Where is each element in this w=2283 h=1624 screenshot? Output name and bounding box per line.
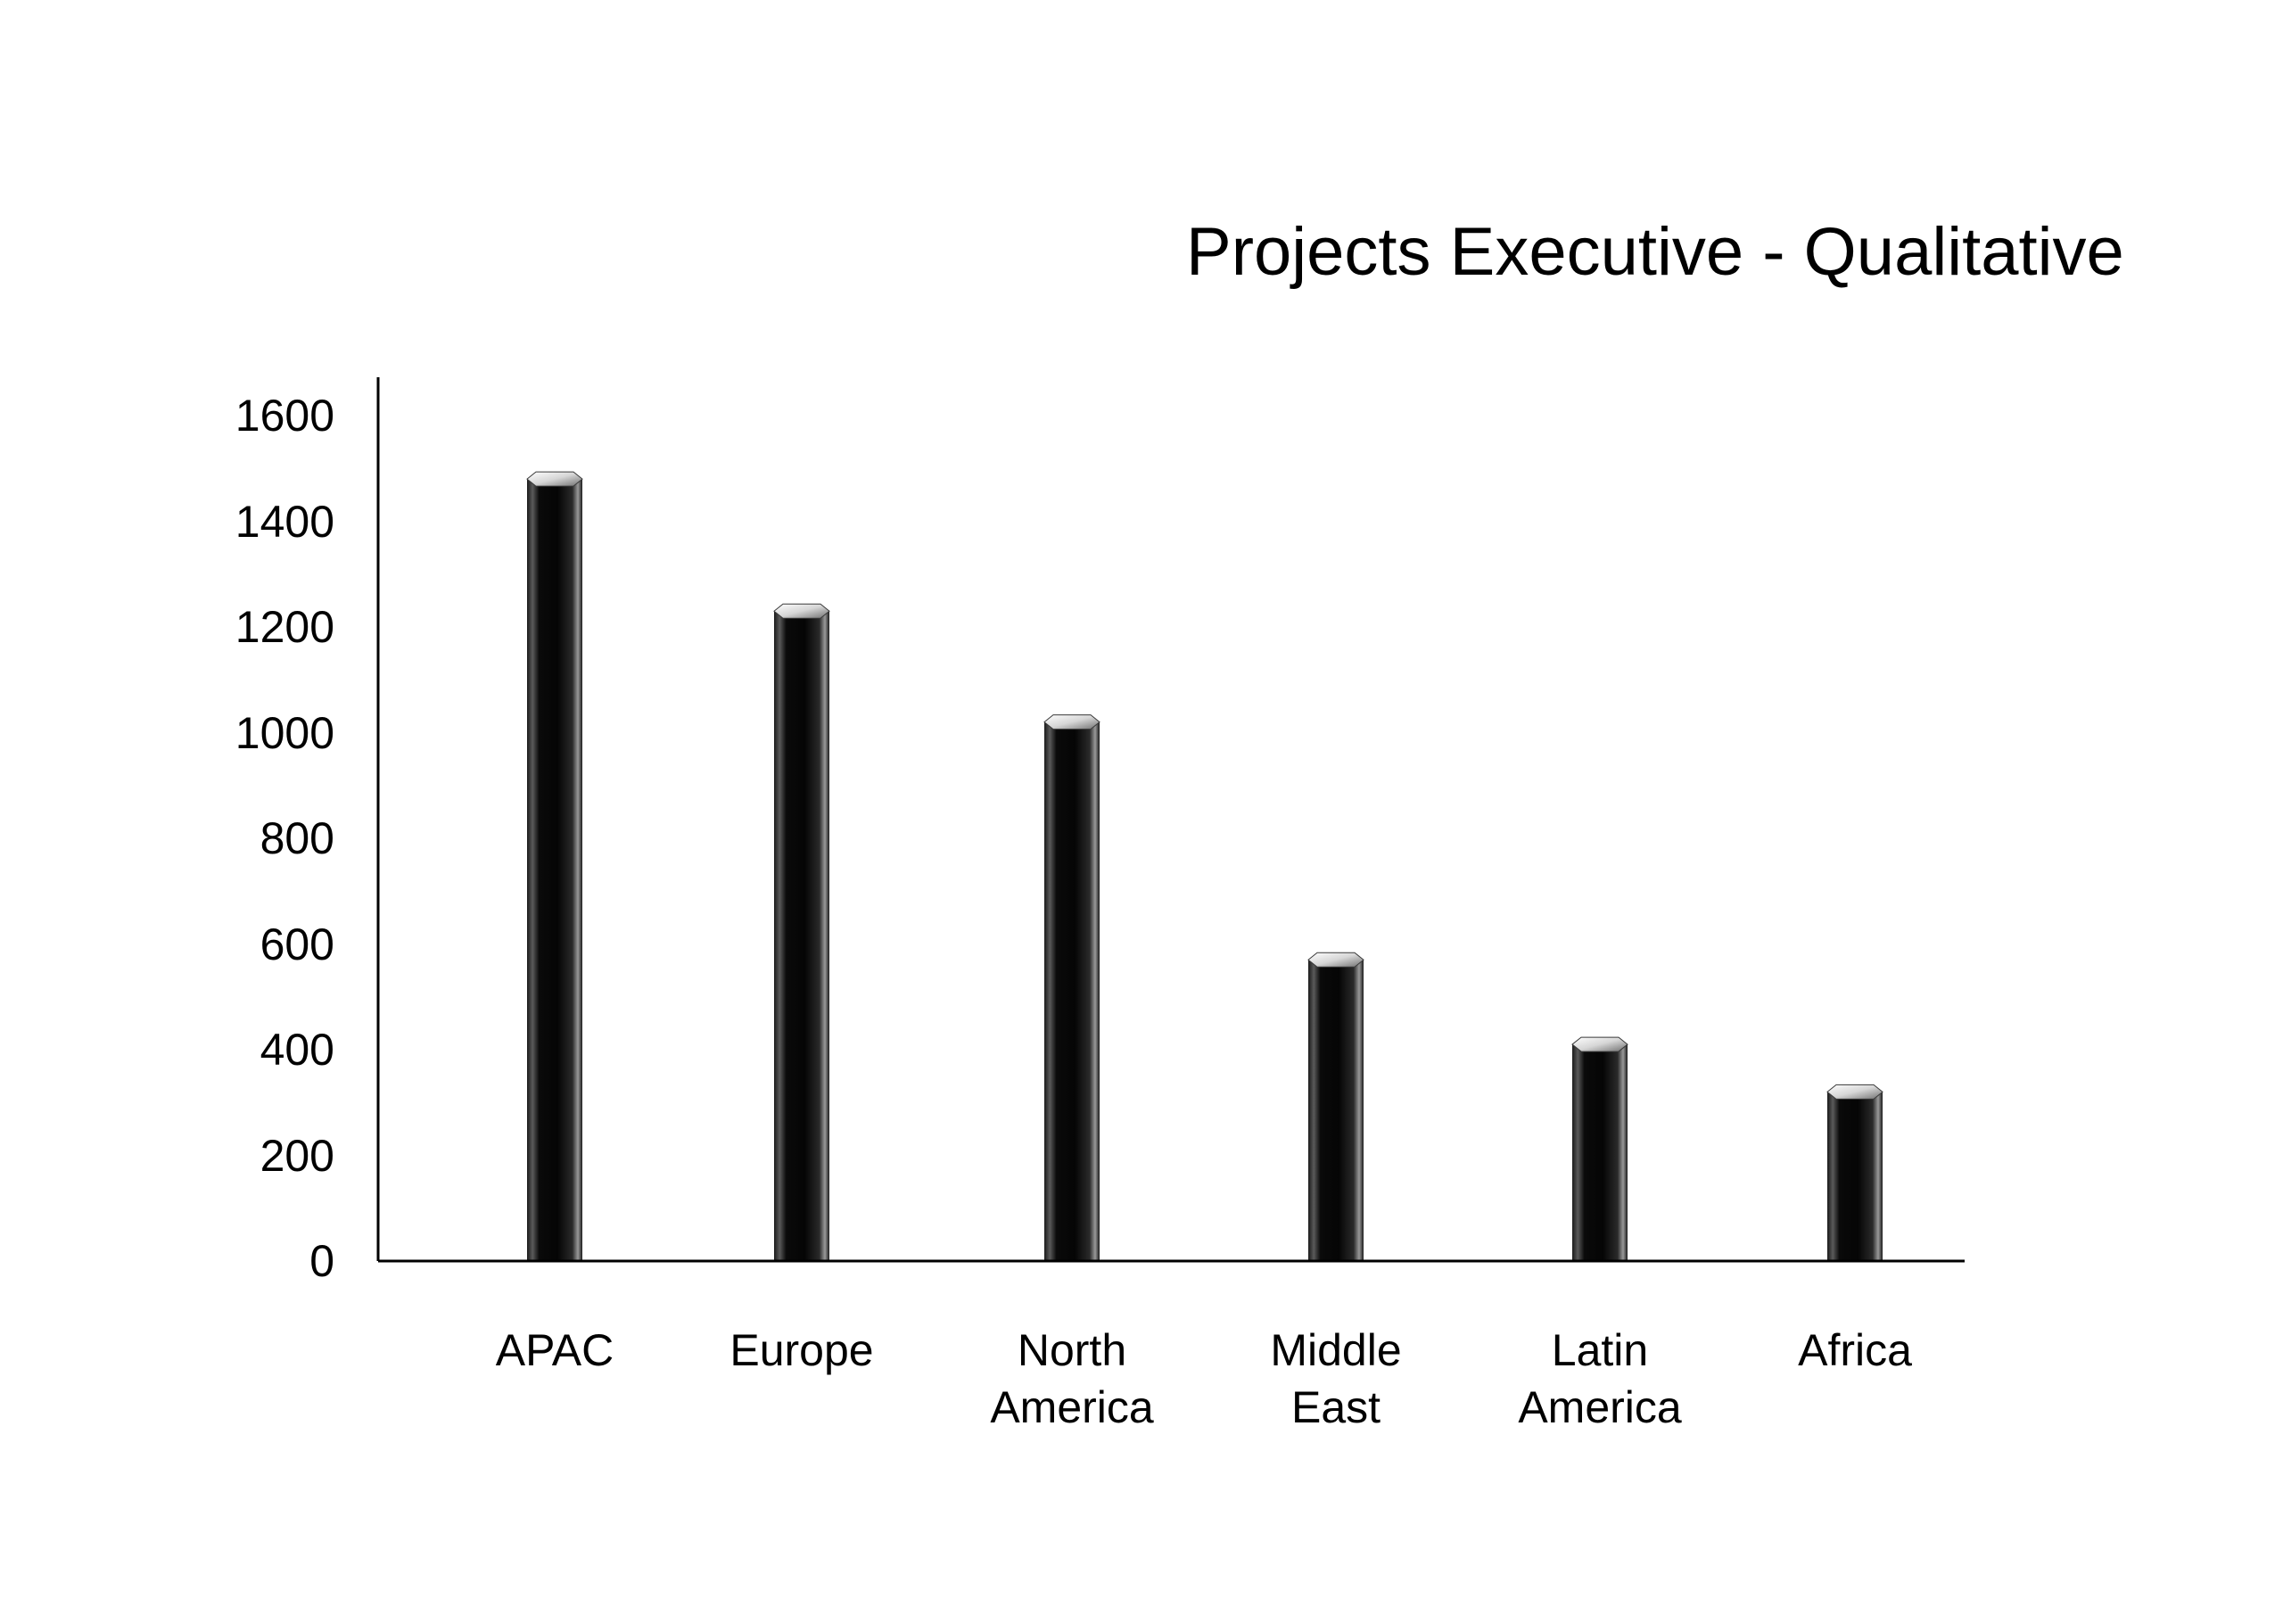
y-tick-label: 600 [260,919,334,969]
x-tick-label-line: America [1518,1382,1682,1432]
x-tick-label: Africa [1712,1322,1998,1379]
x-tick-label: North America [929,1322,1215,1436]
bar-cap [1571,1036,1628,1052]
bars-group [526,471,1883,1261]
bar-cap [526,471,583,487]
x-tick-label: Latin America [1457,1322,1743,1436]
bar-body [1827,1092,1883,1261]
x-tick-label-line: Middle [1270,1325,1402,1375]
bar-4 [1571,1036,1628,1261]
x-tick-label-line: Latin [1551,1325,1649,1375]
bar-body [1572,1044,1628,1261]
x-tick-label: Middle East [1193,1322,1479,1436]
y-tick-label: 1600 [235,391,334,441]
bar-2 [1043,714,1100,1261]
x-tick-label-line: Africa [1798,1325,1912,1375]
x-tick-label-line: East [1290,1382,1381,1432]
y-tick-label: 1400 [235,496,334,547]
bar-cap [773,603,830,619]
bar-body [527,479,582,1261]
x-tick-label-line: North [1017,1325,1127,1375]
bar-0 [526,471,583,1261]
x-tick-label-line: Europe [729,1325,874,1375]
bar-body [1044,721,1100,1261]
x-tick-label: Europe [659,1322,944,1379]
x-tick-label-line: America [990,1382,1154,1432]
y-tick-label: 1000 [235,707,334,758]
y-tick-label: 1200 [235,602,334,652]
bar-3 [1307,952,1364,1261]
bar-cap [1307,952,1364,968]
y-tick-label: 800 [260,813,334,863]
bar-body [774,611,829,1261]
x-tick-label: APAC [412,1322,697,1379]
y-tick-label: 200 [260,1130,334,1181]
y-tick-label: 0 [309,1236,334,1286]
bar-cap [1826,1084,1883,1100]
bar-1 [773,603,830,1261]
bar-5 [1826,1084,1883,1261]
chart-title: Projects Executive - Qualitative [1186,214,2124,290]
x-tick-label-line: APAC [495,1325,614,1375]
y-tick-label: 400 [260,1025,334,1075]
bar-body [1308,960,1364,1261]
bar-cap [1043,714,1100,730]
